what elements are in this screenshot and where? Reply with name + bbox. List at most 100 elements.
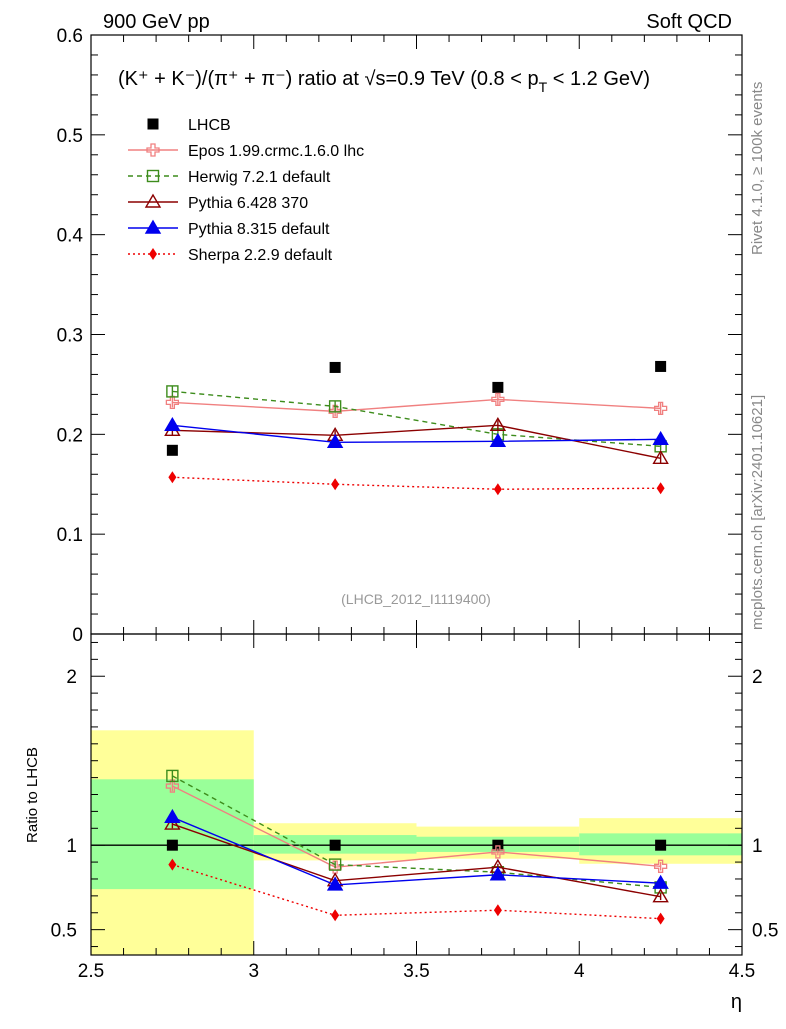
ratio-point-py8 <box>652 874 669 889</box>
ratio-y-tick-label-right: 2 <box>752 667 763 688</box>
ratio-bands <box>91 730 742 955</box>
main-line-sherpa <box>172 476 661 490</box>
ratio-line-sherpa <box>172 863 661 920</box>
main-point-py6 <box>652 449 669 464</box>
legend-entry-sherpa: Sherpa 2.2.9 default <box>128 247 333 264</box>
x-axis-label: η <box>731 991 742 1013</box>
main-line-py8 <box>172 424 661 444</box>
legend-marker-sherpa <box>149 248 157 260</box>
ratio-y-axis-label: Ratio to LHCB <box>24 747 41 843</box>
legend-label-epos: Epos 1.99.crmc.1.6.0 lhc <box>188 143 364 160</box>
ratio-point-sherpa <box>168 858 177 871</box>
main-point-lhcb <box>166 444 178 456</box>
ratio-y-tick-label-left: 0.5 <box>51 921 77 942</box>
rivet-side-label: Rivet 4.1.0, ≥ 100k events <box>749 82 766 255</box>
ratio-point-py6 <box>652 888 669 903</box>
legend-entry-lhcb: LHCB <box>147 117 231 134</box>
legend-marker-lhcb <box>147 118 159 130</box>
legend-label-py6: Pythia 6.428 370 <box>188 195 308 212</box>
x-tick-label: 2.5 <box>78 961 104 982</box>
main-y-tick-label: 0.1 <box>57 525 83 546</box>
ratio-y-tick-label-left: 1 <box>66 836 77 857</box>
header-right-label: Soft QCD <box>646 11 732 33</box>
x-tick-label: 4.5 <box>729 961 755 982</box>
legend-marker-py8 <box>144 219 162 234</box>
main-y-tick-label: 0.2 <box>57 425 83 446</box>
main-point-py6 <box>489 416 507 432</box>
ratio-point-epos <box>491 845 505 859</box>
ratio-point-lhcb <box>655 839 667 851</box>
ratio-point-sherpa <box>493 904 502 917</box>
main-point-sherpa <box>493 483 502 496</box>
ratio-point-lhcb <box>492 839 504 851</box>
main-point-sherpa <box>656 482 665 495</box>
header-left-label: 900 GeV pp <box>103 11 210 33</box>
legend-label-herwig: Herwig 7.2.1 default <box>188 169 331 186</box>
ratio-point-herwig <box>166 769 179 783</box>
stat-uncertainty-band-0 <box>91 779 254 890</box>
main-line-epos <box>172 398 661 413</box>
main-y-tick-label: 0.4 <box>57 226 84 247</box>
main-point-epos <box>491 392 505 407</box>
ratio-point-lhcb <box>166 839 178 851</box>
main-point-py8 <box>164 416 181 432</box>
ratio-point-py8 <box>326 876 344 891</box>
ratio-y-tick-label-right: 0.5 <box>752 921 778 942</box>
main-point-lhcb <box>492 381 504 393</box>
chart-title: (K⁺ + K⁻)/(π⁺ + π⁻) ratio at √s=0.9 TeV … <box>118 68 650 95</box>
main-point-herwig <box>328 400 342 413</box>
ratio-line-herwig <box>172 775 661 889</box>
series-py8 <box>164 416 669 891</box>
ratio-point-epos <box>653 859 668 873</box>
ratio-point-py8 <box>489 866 507 881</box>
data-series <box>164 360 669 925</box>
axis-ticks: 0 0.1 0.2 0.3 0.4 0.5 0.6 0.5 0.5 1 1 2 2 2.5 3 3.5 4 4.5 <box>51 26 779 982</box>
main-point-lhcb <box>329 361 341 373</box>
watermark-label: (LHCB_2012_I1119400) <box>341 591 491 607</box>
series-epos <box>165 392 668 874</box>
main-point-epos <box>165 395 180 410</box>
main-point-sherpa <box>168 471 177 484</box>
main-line-herwig <box>172 390 661 448</box>
main-point-lhcb <box>655 360 667 372</box>
main-y-tick-label: 0 <box>72 625 83 646</box>
ratio-point-py8 <box>164 808 181 824</box>
ratio-point-sherpa <box>656 912 665 925</box>
ratio-line-py6 <box>172 823 661 898</box>
legend-marker-py6 <box>144 193 162 208</box>
main-y-tick-label: 0.3 <box>57 326 83 347</box>
ratio-line-py8 <box>172 816 661 886</box>
legend-label-lhcb: LHCB <box>188 117 231 134</box>
main-point-py8 <box>652 430 669 446</box>
main-point-sherpa <box>331 478 340 491</box>
legend-label-py8: Pythia 8.315 default <box>188 221 330 238</box>
x-tick-label: 3 <box>248 961 259 982</box>
main-point-py8 <box>489 432 507 448</box>
ratio-point-herwig <box>328 858 342 871</box>
ratio-point-py6 <box>164 815 181 830</box>
legend-entry-epos: Epos 1.99.crmc.1.6.0 lhc <box>128 143 364 160</box>
main-y-tick-label: 0.6 <box>57 26 83 47</box>
main-point-py8 <box>326 433 344 449</box>
legend-entry-py6: Pythia 6.428 370 <box>128 193 308 212</box>
ratio-point-sherpa <box>331 909 340 922</box>
legend: LHCB Epos 1.99.crmc.1.6.0 lhc Herwig 7.2.1… <box>128 117 364 264</box>
main-point-epos <box>653 401 668 416</box>
ratio-point-lhcb <box>329 839 341 851</box>
series-sherpa <box>168 471 665 925</box>
ratio-y-tick-label-left: 2 <box>66 667 77 688</box>
mcplots-side-label: mcplots.cern.ch [arXiv:2401.10621] <box>749 395 766 630</box>
legend-marker-herwig <box>146 169 160 183</box>
x-tick-label: 4 <box>574 961 585 982</box>
x-tick-label: 3.5 <box>403 961 429 982</box>
main-y-tick-label: 0.5 <box>57 126 83 147</box>
ratio-point-epos <box>165 779 180 793</box>
legend-entry-py8: Pythia 8.315 default <box>128 219 330 238</box>
legend-entry-herwig: Herwig 7.2.1 default <box>128 169 331 186</box>
legend-label-sherpa: Sherpa 2.2.9 default <box>188 247 333 264</box>
ratio-line-epos <box>172 785 661 868</box>
main-point-herwig <box>166 385 179 398</box>
main-line-py6 <box>172 424 661 459</box>
